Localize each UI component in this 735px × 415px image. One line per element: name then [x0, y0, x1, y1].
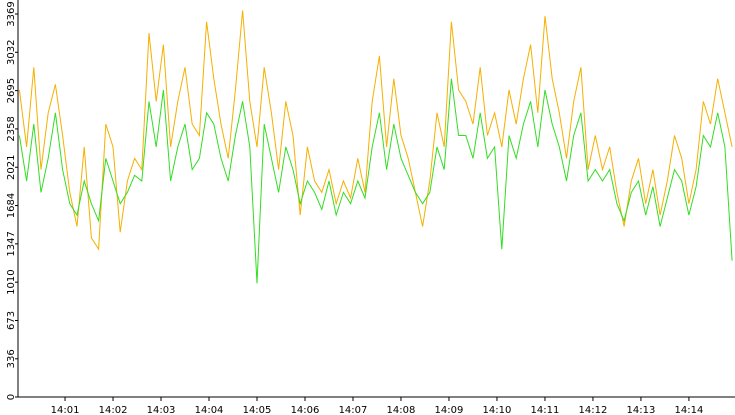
- x-tick-label: 14:10: [483, 405, 512, 415]
- x-tick-label: 14:14: [675, 405, 704, 415]
- data-line: [18, 10, 733, 251]
- x-tick-label: 14:01: [51, 405, 80, 415]
- x-tick-label: 14:03: [147, 405, 176, 415]
- y-tick-label: 1010: [6, 269, 17, 294]
- x-tick-label: 14:02: [99, 405, 128, 415]
- y-tick-label: 2695: [6, 78, 17, 103]
- x-tick-label: 14:08: [387, 405, 416, 415]
- x-tick-label: 14:06: [291, 405, 320, 415]
- x-tick-label: 14:11: [531, 405, 560, 415]
- y-tick-label: 0: [6, 394, 17, 400]
- y-tick-label: 1347: [6, 231, 17, 256]
- x-tick-label: 14:07: [339, 405, 368, 415]
- x-tick-label: 14:13: [627, 405, 656, 415]
- y-tick-label: 2021: [6, 155, 17, 180]
- x-tick-label: 14:05: [243, 405, 272, 415]
- y-tick-label: 1684: [6, 193, 17, 218]
- x-tick-label: 14:04: [195, 405, 224, 415]
- x-tick-label: 14:09: [435, 405, 464, 415]
- y-tick-label: 673: [6, 311, 17, 330]
- y-tick-label: 2358: [6, 116, 17, 141]
- y-tick-label: 3032: [6, 40, 17, 65]
- y-tick-label: 3369: [6, 1, 17, 26]
- y-tick-label: 336: [6, 349, 17, 368]
- x-tick-label: 14:12: [579, 405, 608, 415]
- data-line: [18, 78, 733, 284]
